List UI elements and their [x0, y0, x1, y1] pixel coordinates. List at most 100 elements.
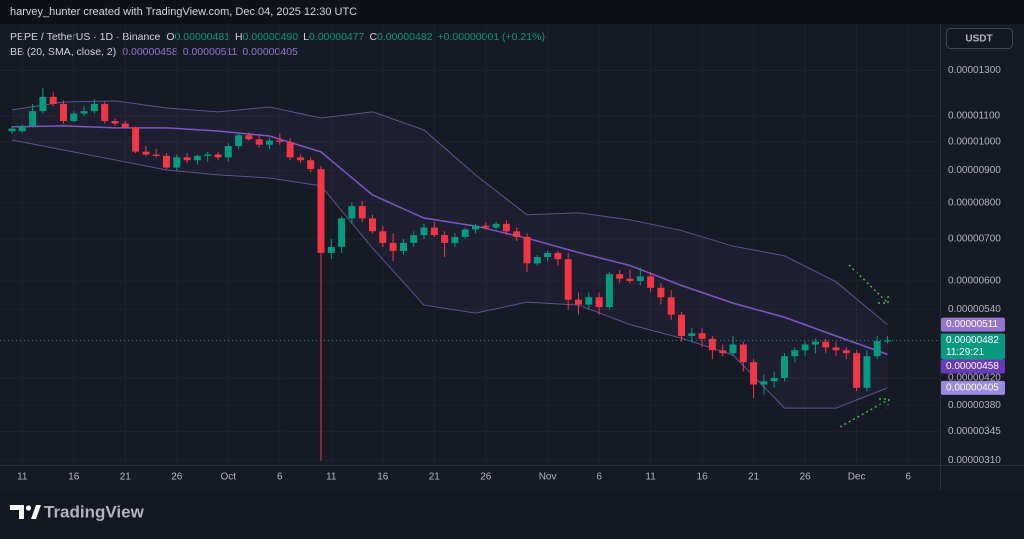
indicator-name: BB (20, SMA, close, 2) [10, 46, 116, 58]
candle-body [420, 227, 428, 236]
candle-body [70, 113, 78, 122]
indicator-value: 0.00000511 [183, 46, 238, 58]
candle-body [750, 362, 758, 385]
candle-body [719, 350, 727, 354]
candle-body [842, 350, 850, 354]
arrow-up [839, 399, 889, 428]
candle-body [90, 103, 98, 112]
candle-body [698, 333, 706, 339]
candle-body [616, 274, 624, 279]
legend-line: PEPE / TetherUS · 1D · Binance O0.0000048… [10, 31, 545, 43]
y-tick-label: 0.00000900 [948, 165, 1001, 176]
x-tick-label: 26 [800, 472, 812, 483]
price-badge [941, 333, 1005, 360]
y-tick-label: 0.00000420 [948, 373, 1001, 384]
y-tick-label: 0.00000380 [948, 400, 1001, 411]
ohlc-value: 0.00000477 [309, 31, 365, 43]
candle-body [636, 276, 644, 281]
brand-logo [10, 505, 41, 519]
candle-body [29, 111, 37, 127]
price-badge-label: 0.00000511 [946, 319, 999, 330]
candle-body [379, 231, 387, 243]
candle-body [863, 356, 871, 388]
candle-body [317, 169, 325, 253]
candle-body [544, 252, 552, 258]
candle-body [791, 350, 799, 357]
candle-body [307, 160, 315, 170]
brand-name: TradingView [44, 502, 145, 521]
candle-body [729, 344, 737, 354]
currency-button-label[interactable]: USDT [965, 34, 992, 45]
y-tick-label: 0.00000310 [948, 455, 1001, 466]
indicator-value: 0.00000458 [122, 46, 178, 58]
candle-body [204, 154, 212, 156]
candle-body [884, 340, 891, 342]
y-tick-label: 0.00001100 [948, 111, 1001, 122]
candle-body [338, 218, 346, 247]
footer-bar [0, 490, 1024, 539]
candle-body [575, 299, 582, 305]
y-tick-label: 0.00000540 [948, 304, 1001, 315]
x-tick-label: 11 [17, 472, 28, 483]
band-upper [11, 100, 888, 325]
candle-body [235, 135, 243, 147]
y-tick-label: 0.00000600 [948, 276, 1001, 287]
candle-body [49, 96, 57, 104]
candle-body [399, 242, 407, 251]
ohlc-key: O [166, 31, 174, 43]
candle-body [585, 297, 593, 305]
ohlc-key: C [369, 31, 377, 43]
logo-mark [31, 505, 41, 519]
candle-body [214, 154, 222, 158]
candle-body [410, 235, 418, 243]
ohlc-key: H [235, 31, 243, 43]
candle-body [430, 227, 438, 236]
candle-body [873, 341, 881, 357]
candle-body [183, 157, 191, 161]
candle-body [595, 297, 603, 308]
candle-body [39, 96, 47, 112]
x-tick-label: 16 [68, 472, 80, 483]
candle-body [132, 127, 140, 152]
ohlc-value: 0.00000482 [377, 31, 433, 43]
candle-body [111, 121, 119, 124]
x-tick-label: 11 [645, 472, 656, 483]
ohlc-value: 0.00000481 [175, 31, 231, 43]
indicator-value: 0.00000405 [242, 46, 298, 58]
candle-body [554, 252, 562, 260]
ohlc-key: L [303, 31, 309, 43]
price-badge-label: 0.00000482 [946, 335, 999, 346]
candle-body [626, 278, 634, 281]
price-badge [941, 380, 1005, 395]
candle-body [657, 287, 665, 298]
candle-body [688, 333, 696, 337]
candle-body [739, 344, 747, 363]
x-tick-label: 16 [697, 472, 709, 483]
candle-body [348, 206, 356, 219]
x-tick-label: 11 [326, 472, 337, 483]
x-tick-label: 21 [429, 472, 441, 483]
header-bar [0, 0, 1024, 24]
candle-body [647, 276, 655, 288]
arrow-head [878, 293, 889, 304]
candle-body [358, 206, 366, 219]
logo-mark [10, 505, 24, 519]
indicator-line: BB (20, SMA, close, 2) 0.00000458 0.000005… [10, 46, 298, 58]
symbol: PEPE / TetherUS · 1D · Binance [10, 31, 161, 43]
price-badge-label: 0.00000458 [946, 361, 999, 372]
x-tick-label: 16 [377, 472, 389, 483]
candle-body [152, 154, 160, 156]
candle-body [533, 257, 541, 264]
y-tick-label: 0.00001000 [948, 137, 1001, 148]
x-tick-label: 21 [748, 472, 760, 483]
candle-body [80, 111, 88, 114]
candle-body [441, 235, 449, 243]
currency-button[interactable] [946, 28, 1013, 49]
candle-body [801, 344, 809, 351]
candle-body [853, 353, 861, 388]
arrow-down [848, 264, 888, 303]
candle-body [173, 157, 181, 168]
x-tick-label: 21 [120, 472, 132, 483]
ohlc-value: 0.00000490 [243, 31, 299, 43]
